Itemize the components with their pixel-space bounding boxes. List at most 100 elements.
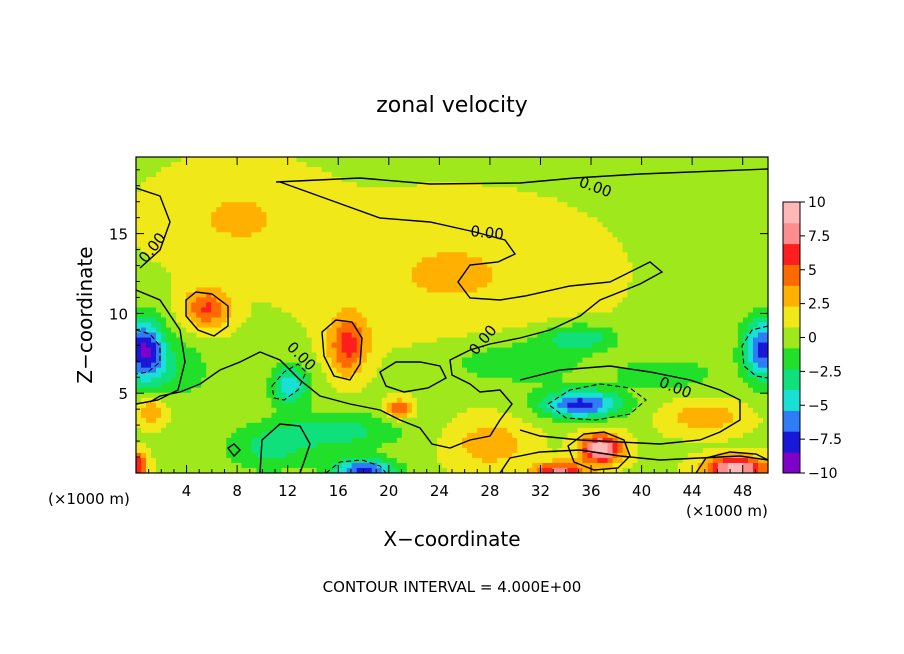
- heatmap-cell: [321, 447, 328, 454]
- heatmap-cell: [341, 367, 348, 374]
- heatmap-cell: [386, 167, 393, 173]
- heatmap-cell: [266, 287, 273, 294]
- heatmap-cell: [361, 177, 368, 183]
- heatmap-cell: [246, 467, 252, 473]
- heatmap-cell: [497, 157, 503, 163]
- heatmap-cell: [401, 417, 408, 424]
- heatmap-cell: [452, 312, 458, 319]
- heatmap-cell: [386, 397, 393, 404]
- heatmap-cell: [251, 382, 257, 389]
- heatmap-cell: [416, 362, 423, 369]
- heatmap-cell: [326, 287, 333, 294]
- heatmap-cell: [216, 302, 222, 309]
- heatmap-cell: [452, 427, 458, 434]
- heatmap-cell: [391, 237, 398, 243]
- heatmap-cell: [146, 322, 152, 329]
- heatmap-cell: [256, 332, 262, 339]
- heatmap-cell: [171, 392, 177, 399]
- heatmap-cell: [532, 187, 538, 193]
- heatmap-cell: [151, 257, 157, 263]
- heatmap-cell: [411, 417, 418, 424]
- heatmap-cell: [291, 437, 298, 444]
- heatmap-cell: [522, 347, 528, 354]
- heatmap-cell: [457, 357, 463, 364]
- heatmap-cell: [141, 172, 147, 178]
- heatmap-cell: [311, 212, 318, 218]
- heatmap-cell: [386, 302, 393, 309]
- heatmap-cell: [296, 347, 303, 354]
- heatmap-cell: [446, 327, 453, 334]
- heatmap-cell: [421, 282, 428, 289]
- heatmap-cell: [502, 187, 508, 193]
- heatmap-cell: [452, 432, 458, 439]
- heatmap-cell: [406, 222, 413, 228]
- heatmap-cell: [356, 332, 363, 339]
- heatmap-cell: [196, 417, 202, 424]
- heatmap-cell: [291, 317, 298, 324]
- heatmap-cell: [356, 192, 363, 198]
- heatmap-cell: [341, 372, 348, 379]
- heatmap-cell: [271, 442, 278, 449]
- heatmap-cell: [391, 177, 398, 183]
- heatmap-cell: [311, 362, 318, 369]
- heatmap-cell: [291, 182, 298, 188]
- heatmap-cell: [281, 402, 288, 409]
- heatmap-cell: [457, 377, 463, 384]
- heatmap-cell: [191, 407, 197, 414]
- heatmap-cell: [381, 317, 388, 324]
- heatmap-cell: [477, 237, 483, 243]
- heatmap-cell: [311, 287, 318, 294]
- heatmap-cell: [421, 337, 428, 344]
- heatmap-cell: [291, 397, 298, 404]
- heatmap-cell: [161, 222, 167, 228]
- heatmap-cell: [276, 162, 283, 168]
- heatmap-cell: [221, 402, 227, 409]
- heatmap-cell: [527, 437, 533, 444]
- heatmap-cell: [191, 417, 197, 424]
- heatmap-cell: [201, 212, 207, 218]
- heatmap-cell: [211, 447, 217, 454]
- heatmap-cell: [316, 422, 323, 429]
- heatmap-cell: [231, 347, 237, 354]
- heatmap-cell: [487, 357, 493, 364]
- heatmap-cell: [146, 457, 152, 464]
- heatmap-cell: [462, 317, 468, 324]
- heatmap-cell: [271, 202, 278, 208]
- heatmap-cell: [226, 297, 232, 304]
- heatmap-cell: [211, 467, 217, 473]
- heatmap-cell: [256, 167, 262, 173]
- heatmap-cell: [502, 227, 508, 233]
- heatmap-cell: [436, 252, 443, 258]
- heatmap-cell: [371, 302, 378, 309]
- heatmap-cell: [522, 467, 528, 473]
- heatmap-cell: [482, 397, 488, 404]
- heatmap-cell: [181, 302, 187, 309]
- heatmap-cell: [517, 302, 523, 309]
- heatmap-cell: [487, 267, 493, 273]
- heatmap-cell: [181, 182, 187, 188]
- heatmap-cell: [321, 392, 328, 399]
- heatmap-cell: [301, 337, 308, 344]
- heatmap-cell: [186, 217, 192, 223]
- heatmap-cell: [497, 467, 503, 473]
- heatmap-cell: [421, 332, 428, 339]
- heatmap-cell: [436, 312, 443, 319]
- heatmap-cell: [391, 192, 398, 198]
- heatmap-cell: [156, 372, 162, 379]
- heatmap-cell: [271, 327, 278, 334]
- heatmap-cell: [156, 162, 162, 168]
- heatmap-cell: [431, 332, 438, 339]
- heatmap-cell: [462, 342, 468, 349]
- heatmap-cell: [246, 222, 252, 228]
- heatmap-cell: [201, 457, 207, 464]
- heatmap-cell: [396, 212, 403, 218]
- heatmap-cell: [441, 192, 448, 198]
- heatmap-cell: [136, 382, 142, 389]
- heatmap-cell: [446, 237, 453, 243]
- heatmap-cell: [351, 237, 358, 243]
- heatmap-cell: [211, 277, 217, 283]
- heatmap-cell: [201, 452, 207, 459]
- heatmap-cell: [256, 277, 262, 283]
- heatmap-cell: [256, 217, 262, 223]
- heatmap-cell: [341, 382, 348, 389]
